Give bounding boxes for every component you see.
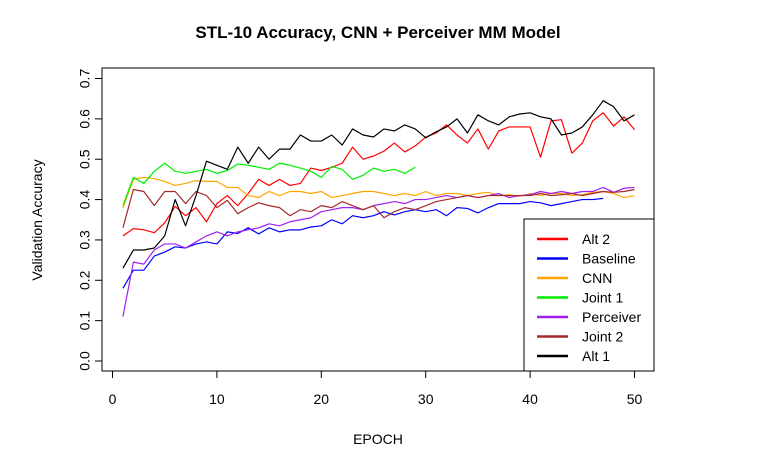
x-tick-label: 50 (627, 391, 643, 407)
x-tick-label: 0 (109, 391, 117, 407)
series-line-joint-1 (122, 162, 416, 206)
y-axis: 0.0 0.1 0.2 0.3 0.4 0.5 0.6 0.7 (77, 69, 103, 371)
y-axis-label: Validation Accuracy (29, 159, 45, 280)
y-tick-label: 0.2 (77, 270, 93, 290)
series-line-joint-2 (122, 188, 635, 228)
y-tick-label: 0.6 (77, 109, 93, 129)
x-tick-label: 20 (314, 391, 330, 407)
x-axis: 0 10 20 30 40 50 (109, 370, 643, 407)
y-tick-label: 0.7 (77, 69, 93, 89)
y-tick-label: 0.5 (77, 149, 93, 169)
legend-box (523, 218, 655, 372)
legend-label-perceiver: Perceiver (582, 309, 641, 325)
legend-label-baseline: Baseline (582, 251, 636, 267)
legend-label-joint-2: Joint 2 (582, 329, 623, 345)
y-tick-label: 0.1 (77, 311, 93, 331)
series-line-cnn (122, 176, 635, 208)
series-line-alt-1 (122, 100, 635, 269)
y-tick-label: 0.4 (77, 190, 93, 210)
series-line-alt-2 (122, 112, 635, 237)
y-tick-label: 0.0 (77, 351, 93, 371)
legend-items: Alt 2 Baseline CNN Joint 1 Perceiver Joint 2 A… (537, 231, 641, 364)
legend-label-joint-1: Joint 1 (582, 290, 623, 306)
series-line-baseline (122, 197, 604, 289)
x-tick-label: 40 (522, 391, 538, 407)
x-axis-label: EPOCH (353, 431, 403, 447)
chart-title: STL-10 Accuracy, CNN + Perceiver MM Mode… (195, 23, 560, 42)
x-tick-label: 30 (418, 391, 434, 407)
legend-label-cnn: CNN (582, 270, 612, 286)
series-lines (122, 100, 635, 317)
series-line-perceiver (122, 186, 635, 317)
legend-label-alt-2: Alt 2 (582, 231, 610, 247)
x-tick-label: 10 (209, 391, 225, 407)
legend-label-alt-1: Alt 1 (582, 348, 610, 364)
legend: Alt 2 Baseline CNN Joint 1 Perceiver Joint 2 A… (523, 218, 655, 372)
y-tick-label: 0.3 (77, 230, 93, 250)
